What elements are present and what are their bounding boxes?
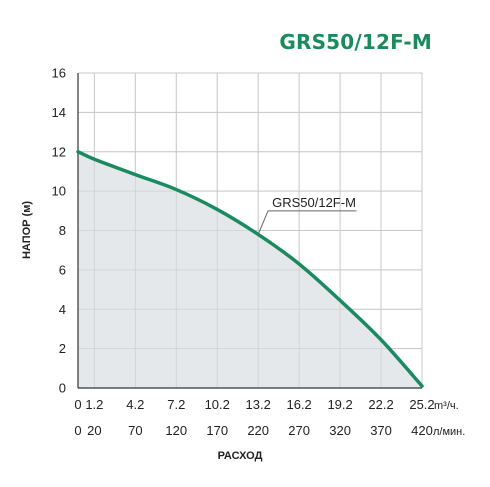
x-tick-label-secondary: 420 <box>411 423 433 438</box>
x-tick-label-secondary: 120 <box>165 423 187 438</box>
x-axis-title: РАСХОД <box>218 450 263 462</box>
x-unit-secondary: л/мин. <box>433 426 465 438</box>
y-tick-label: 4 <box>59 302 66 317</box>
x-tick-label-secondary: 320 <box>329 423 351 438</box>
x-tick-label-primary: 0 <box>74 397 81 412</box>
x-tick-label-primary: 19.2 <box>327 397 352 412</box>
series-label-leader <box>257 210 357 235</box>
x-tick-label-secondary: 220 <box>247 423 269 438</box>
x-tick-label-secondary: 70 <box>128 423 142 438</box>
y-tick-label: 0 <box>59 381 66 396</box>
x-tick-label-secondary: 170 <box>206 423 228 438</box>
x-tick-label-primary: 13.2 <box>246 397 271 412</box>
x-tick-label-primary: 22.2 <box>368 397 393 412</box>
series-line <box>76 150 424 388</box>
y-tick-label: 16 <box>52 66 66 81</box>
y-tick-label: 2 <box>59 341 66 356</box>
x-tick-label-primary: 4.2 <box>126 397 144 412</box>
x-tick-label-secondary: 370 <box>370 423 392 438</box>
y-tick-label: 14 <box>52 105 66 120</box>
x-tick-label-secondary: 20 <box>87 423 101 438</box>
y-axis-title: НАПОР (м) <box>21 201 33 259</box>
x-tick-label-primary: 25.2 <box>409 397 434 412</box>
x-tick-label-primary: 1.2 <box>85 397 103 412</box>
x-unit-primary: m³/ч. <box>434 400 459 412</box>
y-tick-label: 6 <box>59 262 66 277</box>
y-tick-label: 10 <box>52 184 66 199</box>
x-tick-label-primary: 16.2 <box>286 397 311 412</box>
x-tick-label-secondary: 270 <box>288 423 310 438</box>
x-tick-label-primary: 7.2 <box>167 397 185 412</box>
series-label: GRS50/12F-M <box>272 195 356 210</box>
x-tick-label-secondary: 0 <box>74 423 81 438</box>
y-tick-label: 12 <box>52 144 66 159</box>
y-tick-label: 8 <box>59 223 66 238</box>
chart-title: GRS50/12F-M <box>279 30 432 54</box>
x-tick-label-primary: 10.2 <box>205 397 230 412</box>
